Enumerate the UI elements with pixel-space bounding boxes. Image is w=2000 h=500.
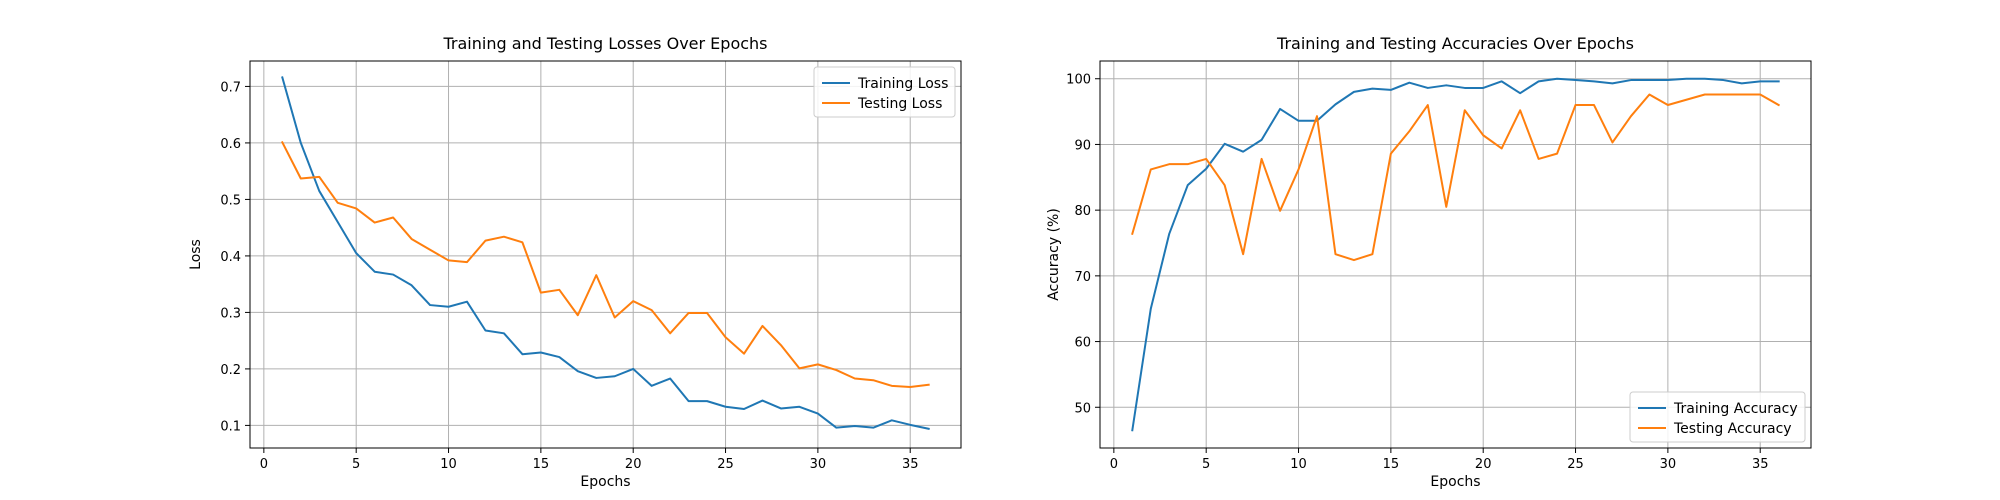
chart-panel-2: 0 5 10 15 20 25 30 35 50 60 70 80 90 100 Training and … [1046,34,1812,490]
legend-label-2: Testing Loss [857,96,942,112]
x-tick-label: 25 [717,457,734,472]
y-tick-label: 0.3 [220,306,241,321]
y-tick-label: 90 [1074,138,1091,153]
x-tick-label: 5 [352,457,360,472]
x-tick-label: 15 [1383,457,1400,472]
x-axis-label: Epochs [580,474,630,490]
y-tick-label: 0.5 [220,193,241,208]
y-tick-label: 0.4 [220,250,241,265]
y-tick-label: 0.2 [220,363,241,378]
x-tick-label: 25 [1567,457,1584,472]
series-line-2 [280,141,930,388]
y-tick-label: 0.6 [220,137,241,152]
y-tick-label: 60 [1074,336,1091,351]
axes-frame [1099,60,1812,449]
legend-box [813,66,956,118]
legend-label-1: Training Loss [857,76,948,92]
x-tick-label: 35 [1752,457,1769,472]
y-tick-label: 70 [1074,270,1091,285]
axes-frame [249,60,962,449]
chart-panel-1: 0 5 10 15 20 25 30 35 0.1 0.2 0.3 0.4 0.5 0.6 0.7 Train… [188,34,962,490]
x-tick-label: 0 [260,457,268,472]
series-line-1 [281,76,930,430]
y-tick-label: 0.1 [220,419,241,434]
chart-title: Training and Testing Losses Over Epochs [443,34,768,53]
y-axis-label: Loss [188,239,204,270]
series-line-2 [1131,93,1781,262]
x-tick-label: 5 [1202,457,1210,472]
legend-box [1629,391,1806,443]
x-axis-label: Epochs [1430,474,1480,490]
series-line-1 [1131,77,1780,432]
y-axis-label: Accuracy (%) [1046,208,1062,301]
x-tick-label: 35 [902,457,919,472]
y-tick-label: 100 [1066,73,1091,88]
chart-title: Training and Testing Accuracies Over Epo… [1276,34,1634,53]
legend-label-2: Testing Accuracy [1673,421,1792,437]
x-tick-label: 30 [810,457,827,472]
y-tick-label: 50 [1074,401,1091,416]
legend: Training Loss Testing Loss [813,66,956,118]
y-tick-label: 80 [1074,204,1091,219]
x-tick-label: 10 [1290,457,1307,472]
y-tick-label: 0.7 [220,80,241,95]
x-tick-label: 20 [1475,457,1492,472]
x-tick-label: 10 [440,457,457,472]
x-tick-label: 30 [1660,457,1677,472]
x-tick-label: 20 [625,457,642,472]
x-tick-label: 15 [533,457,550,472]
x-tick-label: 0 [1110,457,1118,472]
legend-label-1: Training Accuracy [1673,401,1798,417]
legend: Training Accuracy Testing Accuracy [1629,391,1806,443]
